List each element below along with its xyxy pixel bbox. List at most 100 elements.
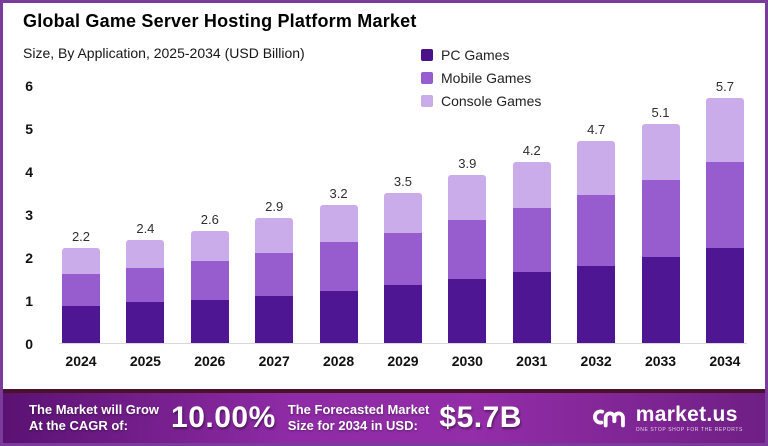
legend-item: PC Games [421,47,541,63]
y-axis-tick: 0 [25,336,33,352]
bar-segment-mobile-games [319,241,358,292]
bar-segment-console-games [383,192,422,234]
y-axis-tick: 6 [25,78,33,94]
bar-total-label: 3.9 [458,156,477,172]
bar-total-label: 5.7 [715,78,734,94]
legend: PC Games Mobile Games Console Games [421,47,541,109]
bar-stack [383,192,422,343]
bar-segment-pc-games [126,302,165,343]
x-axis-label: 2032 [580,353,612,369]
x-axis-label: 2034 [709,353,741,369]
bar-stack [448,175,487,343]
legend-swatch [421,95,433,107]
y-axis-tick: 1 [25,293,33,309]
x-axis-label: 2027 [258,353,290,369]
bar-segment-pc-games [512,272,551,343]
bar-total-label: 4.7 [587,121,606,137]
bar-stack [512,162,551,343]
bar-stack [577,140,616,343]
bar-segment-pc-games [62,306,100,343]
marketus-logo: market.us ONE STOP SHOP FOR THE REPORTS [591,402,743,435]
bar-group: 3.5 2029 [381,173,425,369]
bar-group: 2.4 2025 [123,220,167,369]
footer-banner: The Market will Grow At the CAGR of: 10.… [3,389,765,443]
forecast-label-line2: Size for 2034 in USD: [287,418,418,433]
bar-segment-mobile-games [577,194,616,266]
marketus-logo-tagline: ONE STOP SHOP FOR THE REPORTS [635,426,743,433]
bar-segment-mobile-games [255,252,294,296]
bar-segment-console-games [705,97,744,163]
legend-label: Console Games [441,93,542,109]
bar-segment-pc-games [577,265,616,343]
bar-total-label: 2.2 [71,229,91,245]
cagr-label-line1: The Market will Grow [29,401,160,417]
bar-segment-mobile-games [62,274,100,307]
bar-total-label: 2.6 [200,212,219,228]
bar-segment-mobile-games [190,261,229,300]
forecast-label-line1: The Forecasted Market [287,401,430,417]
bar-total-label: 3.5 [393,173,412,189]
bar-segment-console-games [577,140,616,195]
bar-group: 2.6 2026 [188,212,232,369]
bar-segment-mobile-games [383,233,422,285]
legend-label: PC Games [441,47,510,63]
y-axis-tick: 2 [25,250,33,266]
bar-segment-console-games [512,162,551,208]
x-axis-label: 2030 [451,353,483,369]
bar-stack [641,123,680,343]
x-axis-label: 2026 [194,353,226,369]
y-axis: 0 1 2 3 4 5 6 [3,78,37,352]
bar-segment-pc-games [448,278,487,343]
y-axis-tick: 4 [25,164,33,180]
bar-total-label: 4.2 [522,143,541,159]
bar-stack [126,239,165,343]
x-axis-label: 2024 [65,353,97,369]
bar-segment-console-games [319,205,358,242]
y-axis-tick: 3 [25,207,33,223]
x-axis-label: 2029 [387,353,419,369]
legend-label: Mobile Games [441,70,532,86]
bar-segment-console-games [255,218,294,253]
forecast-label: The Forecasted Market Size for 2034 in U… [288,402,430,435]
bar-total-label: 3.2 [329,186,348,202]
bar-total-label: 5.1 [651,104,670,120]
bar-group: 5.1 2033 [639,104,683,369]
bars: 2.2 2024 2.4 2025 2.6 2026 2.9 2027 3.2 2028 3.5 20… [59,79,747,369]
x-axis-label: 2028 [322,353,355,369]
bar-group: 4.2 2031 [510,143,554,369]
bar-segment-mobile-games [705,162,744,249]
legend-swatch [421,72,433,84]
bar-segment-pc-games [641,257,680,343]
cagr-label-line2: At the CAGR of: [29,418,128,433]
plot-area: 2.2 2024 2.4 2025 2.6 2026 2.9 2027 3.2 2028 3.5 20… [59,79,747,369]
chart-title: Global Game Server Hosting Platform Mark… [23,11,417,31]
bar-group: 2.2 2024 [59,229,103,369]
bar-total-label: 2.9 [265,199,284,215]
bar-segment-console-games [190,231,229,262]
bar-segment-console-games [641,123,680,180]
x-axis-label: 2025 [129,353,161,369]
bar-segment-mobile-games [448,220,487,279]
bar-group: 2.9 2027 [252,199,296,369]
bar-segment-mobile-games [126,267,165,303]
forecast-value: $5.7B [439,401,522,434]
bar-group: 3.9 2030 [445,156,489,369]
bar-segment-pc-games [705,248,744,343]
marketus-logo-icon [591,402,629,435]
chart-subtitle: Size, By Application, 2025-2034 (USD Bil… [23,45,305,61]
x-axis-label: 2033 [644,353,677,369]
chart-header: Global Game Server Hosting Platform Mark… [23,11,417,61]
bar-group: 3.2 2028 [317,186,361,369]
bar-stack [190,231,229,343]
bar-group: 5.7 2034 [703,78,747,369]
bar-stack [62,248,100,343]
bar-segment-pc-games [383,284,422,343]
bar-segment-pc-games [319,291,358,343]
bar-segment-mobile-games [641,179,680,257]
bar-stack [255,218,294,343]
bar-segment-console-games [448,175,487,221]
bar-segment-console-games [126,239,165,268]
bar-segment-pc-games [190,300,229,343]
bar-total-label: 2.4 [136,220,155,236]
